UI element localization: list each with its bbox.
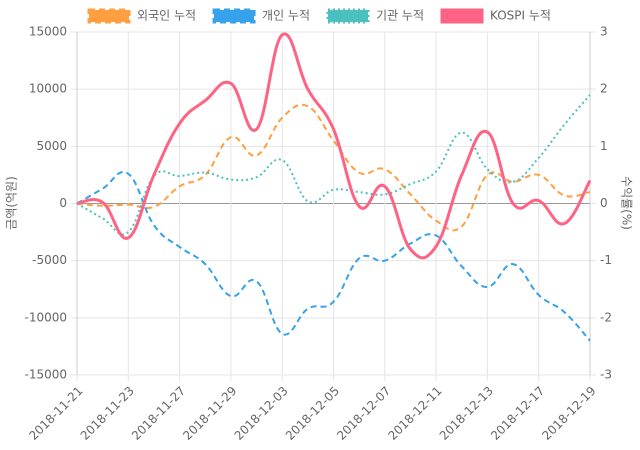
y2-tick-label: -3 (600, 368, 612, 382)
y-tick-label: -10000 (24, 310, 67, 324)
y-axis-label: 금액(억원) (5, 176, 19, 230)
x-tick-label: 2018-12-13 (437, 384, 496, 443)
x-tick-label: 2018-12-05 (283, 384, 342, 443)
legend-label: KOSPI 누적 (490, 9, 551, 23)
y2-tick-label: 3 (600, 25, 608, 39)
x-tick-label: 2018-11-29 (180, 384, 239, 443)
x-tick-label: 2018-12-17 (488, 384, 547, 443)
legend-swatch (326, 8, 370, 24)
x-tick-label: 2018-12-11 (385, 384, 444, 443)
series-line (76, 171, 591, 342)
y2-tick-label: -2 (600, 310, 612, 324)
y-tick-label: 15000 (29, 25, 67, 39)
x-tick-label: 2018-12-03 (232, 384, 291, 443)
legend-label: 개인 누적 (262, 9, 310, 23)
y2-tick-label: 2 (600, 82, 608, 96)
legend-swatch (87, 8, 131, 24)
y-tick-label: -15000 (24, 368, 67, 382)
y2-tick-label: 1 (600, 139, 608, 153)
y-tick-label: 5000 (36, 139, 67, 153)
y-tick-label: 10000 (29, 82, 67, 96)
y2-tick-label: -1 (600, 253, 612, 267)
legend-swatch (212, 8, 256, 24)
legend-label: 외국인 누적 (137, 9, 196, 23)
y-tick-label: -5000 (32, 253, 67, 267)
x-tick-label: 2018-11-27 (129, 384, 188, 443)
x-tick-label: 2018-12-19 (539, 384, 598, 443)
legend-label: 기관 누적 (376, 9, 424, 23)
x-tick-label: 2018-11-21 (26, 384, 85, 443)
y2-tick-label: 0 (600, 196, 608, 210)
legend: 외국인 누적 개인 누적 기관 누적 KOSPI 누적 (87, 8, 551, 24)
y2-axis-label: 수익률(%) (620, 176, 634, 230)
y-tick-label: 0 (59, 196, 67, 210)
legend-swatch (440, 8, 484, 24)
x-tick-label: 2018-11-23 (78, 384, 137, 443)
series-line (76, 32, 592, 260)
x-tick-label: 2018-12-07 (334, 384, 393, 443)
